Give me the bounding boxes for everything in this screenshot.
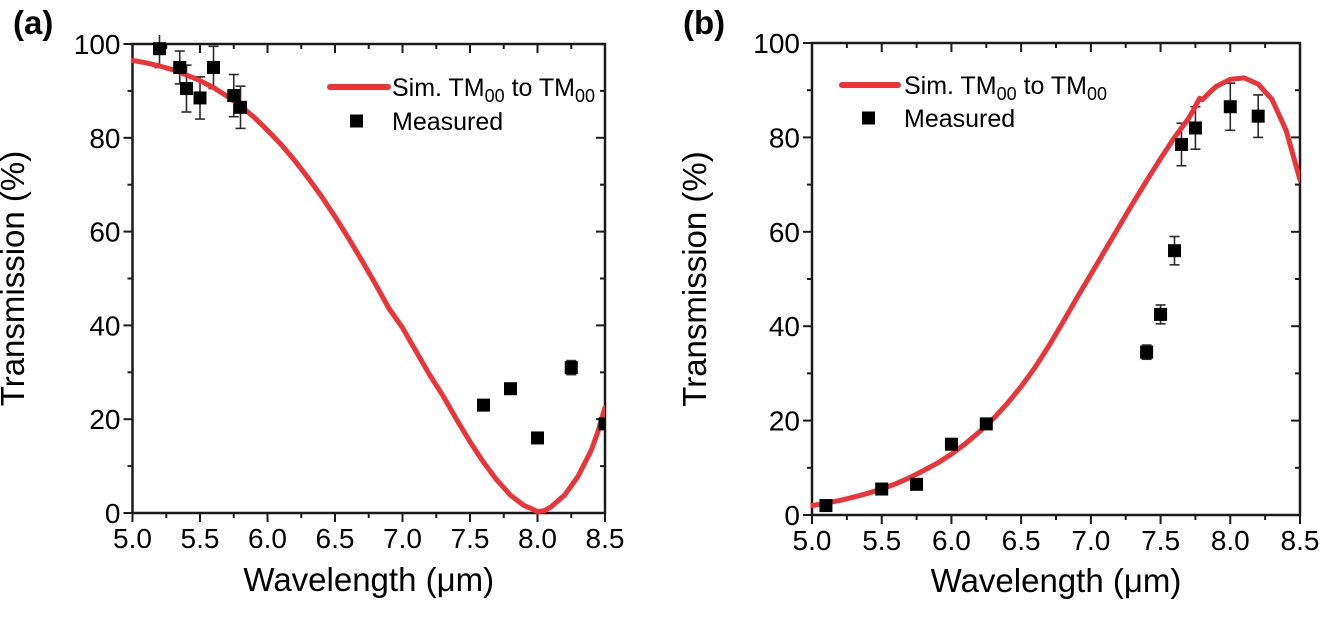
y-tick-label: 80 [89,123,120,154]
measured-point [193,91,207,105]
measured-point [564,361,578,375]
y-tick-label: 20 [89,404,120,435]
x-tick-label: 7.5 [451,523,490,554]
y-tick-label: 20 [769,406,800,437]
y-tick-label: 40 [769,311,800,342]
legend-label: Sim. TM00 to TM00 [392,74,595,106]
x-tick-label: 5.5 [181,523,220,554]
panel-a-chart: 5.0 5.5 6.0 6.5 7.0 7.5 8.0 8.5 0 20 40 60 80 100 Sim.… [0,29,625,598]
panel-b-label: (b) [683,4,726,41]
x-tick-label: 6.5 [1002,525,1041,556]
measured-point [819,499,833,513]
measured-point [910,477,924,491]
x-tick-label: 8.5 [586,523,625,554]
measured-point [1168,244,1182,258]
legend-label: Measured [904,105,1015,133]
y-tick-label: 40 [89,310,120,341]
sim-curve [810,75,1300,509]
measured-point [531,431,544,445]
sim-curve [131,57,605,515]
legend-square-marker [350,114,363,128]
x-tick-label: 6.5 [316,523,355,554]
y-tick-label: 100 [753,28,800,59]
y-tick-label: 60 [89,217,120,248]
x-tick-label: 5.5 [862,525,901,556]
error-bars [820,82,1264,509]
plot-frame [131,42,607,515]
measured-point [1154,307,1168,321]
measured-point [153,42,166,56]
measured-point [1251,109,1265,123]
x-tick-label: 8.5 [1281,525,1320,556]
plot-area [131,35,605,515]
measured-point [875,482,889,496]
x-axis-title: Wavelength (μm) [243,561,494,598]
legend-label: Measured [392,108,503,136]
x-tick-label: 7.0 [383,523,422,554]
x-tick-label: 5.0 [113,523,152,554]
x-tick-label: 7.5 [1141,525,1180,556]
plot-frame [810,41,1302,517]
measured-point [180,82,193,96]
y-tick-label: 0 [105,498,121,529]
y-axis-title: Transmission (%) [0,151,31,406]
panel-b-chart: 5.0 5.5 6.0 6.5 7.0 7.5 8.0 8.5 0 20 40 60 80 100 Sim.… [676,28,1320,599]
measured-point [979,417,993,431]
measured-point [173,60,187,74]
y-tick-label: 100 [74,29,121,60]
measured-point [944,437,958,451]
measured-point [207,60,220,74]
measured-point [1174,137,1188,151]
axis-ticks [803,42,1301,524]
x-tick-label: 8.0 [518,523,557,554]
x-tick-label: 6.0 [248,523,287,554]
panel-a-label: (a) [13,4,54,41]
y-tick-label: 60 [769,217,800,248]
plot-area [810,75,1300,513]
x-tick-label: 6.0 [932,525,971,556]
axis-ticks [123,43,606,522]
x-tick-label: 8.0 [1211,525,1250,556]
legend-label: Sim. TM00 to TM00 [904,72,1107,104]
measured-point [1140,345,1154,359]
measured-point [1223,100,1237,114]
measured-point [1188,121,1202,135]
measured-point [504,382,517,396]
legend-square-marker [862,111,875,125]
x-tick-label: 5.0 [793,525,832,556]
measured-point [227,89,241,103]
measured-point [477,398,490,412]
y-axis-title: Transmission (%) [676,151,713,406]
measured-point [234,100,247,114]
x-tick-label: 7.0 [1071,525,1110,556]
x-axis-title: Wavelength (μm) [931,562,1182,599]
y-tick-label: 80 [769,122,800,153]
y-tick-label: 0 [784,500,800,531]
measured-point [598,417,605,431]
